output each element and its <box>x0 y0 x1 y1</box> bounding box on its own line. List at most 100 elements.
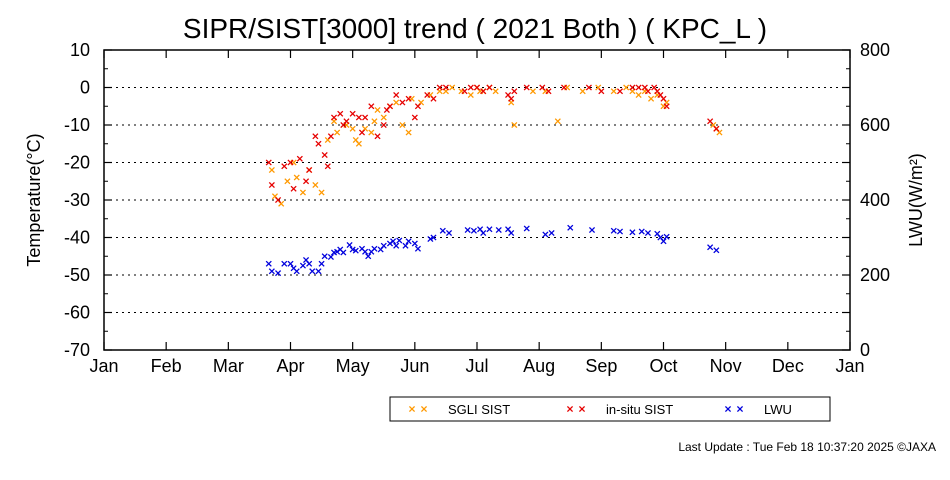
marker-stroke <box>495 226 502 234</box>
marker-stroke <box>405 129 412 136</box>
lwu-point <box>371 245 378 252</box>
marker-stroke <box>505 226 512 233</box>
insitu-point <box>560 84 568 91</box>
lwu-point <box>315 268 322 275</box>
marker-stroke <box>275 196 282 204</box>
lwu-point <box>610 227 617 234</box>
marker-stroke <box>660 238 667 245</box>
marker-stroke <box>464 226 471 234</box>
sgli-legend-marker <box>420 405 428 413</box>
marker-stroke <box>623 84 630 91</box>
marker-stroke <box>265 159 272 166</box>
marker-stroke <box>278 200 285 207</box>
sgli-point <box>579 88 586 95</box>
sgli-point <box>610 88 617 95</box>
lwu-point <box>464 226 471 234</box>
insitu-point <box>430 95 437 102</box>
marker-stroke <box>337 110 344 117</box>
insitu-point <box>380 121 387 129</box>
marker-stroke <box>486 226 493 233</box>
marker-stroke <box>346 241 353 249</box>
marker-stroke <box>374 133 381 140</box>
marker-stroke <box>523 84 530 91</box>
marker-stroke <box>327 133 334 140</box>
marker-stroke <box>302 178 310 185</box>
sgli-legend-marker <box>408 405 416 413</box>
lwu-point <box>445 229 453 237</box>
insitu-point <box>414 103 422 110</box>
marker-stroke <box>638 228 645 235</box>
marker-stroke <box>334 129 341 136</box>
marker-stroke <box>724 405 732 413</box>
insitu-point <box>399 99 406 106</box>
sgli-point <box>623 84 630 91</box>
marker-stroke <box>355 140 362 147</box>
lwu-point <box>588 226 596 234</box>
x-tick-label: Apr <box>276 356 304 376</box>
sgli-point <box>374 106 381 114</box>
marker-stroke <box>663 103 670 110</box>
marker-stroke <box>414 245 422 252</box>
insitu-point <box>268 181 275 189</box>
marker-stroke <box>343 118 350 125</box>
insitu-point <box>511 88 518 95</box>
marker-stroke <box>299 189 306 196</box>
sgli-point <box>467 91 474 99</box>
marker-stroke <box>713 125 720 132</box>
lwu-point <box>402 242 409 249</box>
insitu-point <box>281 163 288 170</box>
marker-stroke <box>539 84 546 91</box>
x-tick-label: Jan <box>89 356 118 376</box>
marker-stroke <box>371 118 378 125</box>
lwu-point <box>309 268 316 275</box>
marker-stroke <box>271 193 279 200</box>
marker-stroke <box>402 242 409 249</box>
marker-stroke <box>399 99 406 106</box>
insitu-point <box>405 95 412 102</box>
marker-stroke <box>610 227 617 234</box>
marker-stroke <box>355 114 362 121</box>
insitu-point <box>523 84 530 91</box>
marker-stroke <box>293 174 300 181</box>
marker-stroke <box>716 129 723 136</box>
marker-stroke <box>585 84 592 91</box>
marker-stroke <box>511 121 518 129</box>
marker-stroke <box>579 88 586 95</box>
marker-stroke <box>467 84 474 91</box>
sgli-point <box>648 95 655 102</box>
marker-stroke <box>411 240 418 247</box>
marker-stroke <box>302 256 310 264</box>
marker-stroke <box>420 405 428 413</box>
marker-stroke <box>349 246 356 253</box>
lwu-point <box>638 228 645 235</box>
marker-stroke <box>340 249 347 256</box>
marker-stroke <box>352 247 359 254</box>
sgli-point <box>355 140 362 147</box>
marker-stroke <box>290 265 297 272</box>
lwu-point <box>486 226 493 233</box>
insitu-legend-marker <box>566 405 574 413</box>
insitu-point <box>411 114 418 121</box>
lwu-point <box>495 226 502 234</box>
sgli-legend-label: SGLI SIST <box>448 402 510 417</box>
lwu-point <box>365 253 372 260</box>
marker-stroke <box>349 125 356 132</box>
insitu-point <box>321 151 328 159</box>
marker-stroke <box>511 88 518 95</box>
marker-stroke <box>358 245 366 252</box>
marker-stroke <box>290 185 297 192</box>
insitu-point <box>467 84 474 91</box>
marker-stroke <box>371 245 378 252</box>
marker-stroke <box>368 103 375 110</box>
marker-stroke <box>296 155 303 162</box>
data-points <box>265 84 723 277</box>
marker-stroke <box>578 405 586 413</box>
marker-stroke <box>654 88 661 95</box>
lwu-point <box>299 262 306 269</box>
axis-ticks: 100-10-20-30-40-50-60-708006004002000Jan… <box>64 40 890 376</box>
marker-stroke <box>436 84 443 91</box>
sgli-point <box>511 121 518 129</box>
marker-stroke <box>374 106 381 114</box>
insitu-point <box>275 196 282 204</box>
